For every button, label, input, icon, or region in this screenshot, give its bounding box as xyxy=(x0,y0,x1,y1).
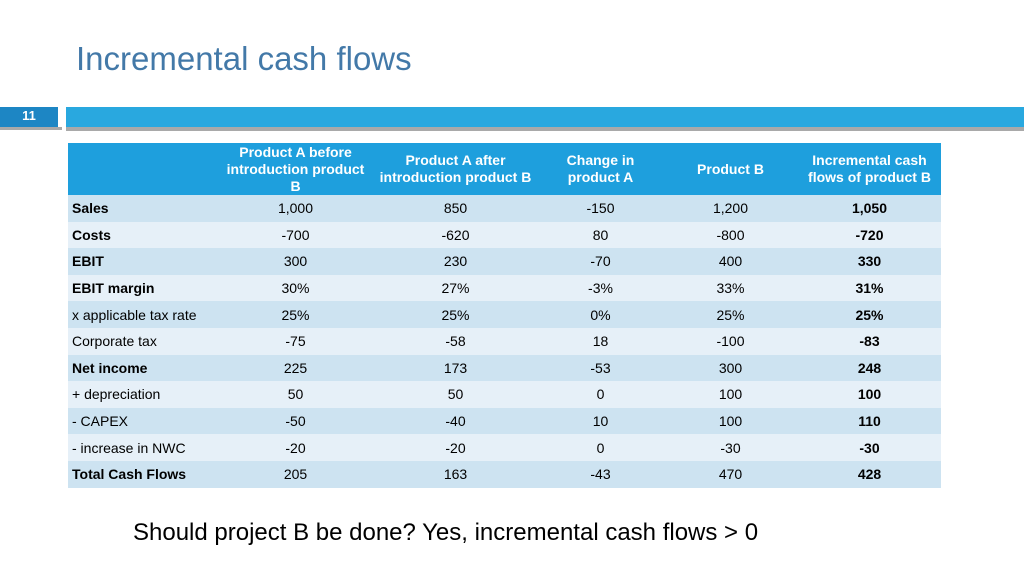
header-cell-product-b: Product B xyxy=(663,143,798,195)
table-row: EBIT 300 230 -70 400 330 xyxy=(68,248,941,275)
table-cell: -40 xyxy=(373,407,538,435)
table-cell: -50 xyxy=(218,407,373,435)
table-cell: 163 xyxy=(373,460,538,488)
row-label: Corporate tax xyxy=(68,327,218,355)
table-row: + depreciation 50 50 0 100 100 xyxy=(68,381,941,408)
table-cell: -20 xyxy=(373,434,538,461)
table-cell: -3% xyxy=(538,274,663,302)
table-cell: -30 xyxy=(663,434,798,461)
table-cell: 27% xyxy=(373,274,538,302)
table-cell: 0 xyxy=(538,434,663,461)
table-cell: -30 xyxy=(798,434,941,461)
slide-number-shadow xyxy=(0,127,62,130)
table-row: - increase in NWC -20 -20 0 -30 -30 xyxy=(68,434,941,461)
table-cell: 80 xyxy=(538,221,663,249)
footer-question: Should project B be done? Yes, increment… xyxy=(133,519,759,546)
row-label: EBIT xyxy=(68,248,218,275)
table-cell: 30% xyxy=(218,274,373,302)
table-header-row: Product A before introduction product B … xyxy=(68,143,941,195)
table-row: x applicable tax rate 25% 25% 0% 25% 25% xyxy=(68,301,941,328)
table-cell: 330 xyxy=(798,248,941,275)
table-cell: -800 xyxy=(663,221,798,249)
table-cell: 31% xyxy=(798,274,941,302)
header-cell-incremental: Incremental cash flows of product B xyxy=(798,143,941,195)
table-cell: 10 xyxy=(538,407,663,435)
table-cell: -100 xyxy=(663,327,798,355)
table-cell: 50 xyxy=(218,381,373,408)
table-cell: -75 xyxy=(218,327,373,355)
row-label: Total Cash Flows xyxy=(68,460,218,488)
table-cell: 230 xyxy=(373,248,538,275)
table-row: Costs -700 -620 80 -800 -720 xyxy=(68,221,941,249)
table-cell: 1,050 xyxy=(798,195,941,222)
table-cell: 25% xyxy=(663,301,798,328)
table-cell: 225 xyxy=(218,354,373,382)
table-cell: 100 xyxy=(663,407,798,435)
table-cell: 173 xyxy=(373,354,538,382)
table-cell: -58 xyxy=(373,327,538,355)
header-divider-shadow xyxy=(66,127,1024,131)
table-cell: -53 xyxy=(538,354,663,382)
table-cell: 400 xyxy=(663,248,798,275)
header-cell-change-product-a: Change in product A xyxy=(538,143,663,195)
table-cell: -620 xyxy=(373,221,538,249)
table-row: Total Cash Flows 205 163 -43 470 428 xyxy=(68,460,941,488)
table-cell: -43 xyxy=(538,460,663,488)
row-label: Costs xyxy=(68,221,218,249)
row-label: EBIT margin xyxy=(68,274,218,302)
header-cell-product-a-after: Product A after introduction product B xyxy=(373,143,538,195)
table-cell: 18 xyxy=(538,327,663,355)
table-cell: 300 xyxy=(218,248,373,275)
row-label: - CAPEX xyxy=(68,407,218,435)
table-row: EBIT margin 30% 27% -3% 33% 31% xyxy=(68,274,941,302)
table-cell: 300 xyxy=(663,354,798,382)
row-label: - increase in NWC xyxy=(68,434,218,461)
slide-title: Incremental cash flows xyxy=(76,40,412,77)
table-cell: -720 xyxy=(798,221,941,249)
row-label: + depreciation xyxy=(68,381,218,408)
table-cell: 25% xyxy=(373,301,538,328)
cash-flow-table: Product A before introduction product B … xyxy=(68,143,941,488)
table-cell: -700 xyxy=(218,221,373,249)
row-label: x applicable tax rate xyxy=(68,301,218,328)
table-cell: 1,200 xyxy=(663,195,798,222)
header-divider-bar xyxy=(66,107,1024,127)
table-cell: -20 xyxy=(218,434,373,461)
slide-number-badge: 11 xyxy=(0,107,58,127)
table-cell: 100 xyxy=(663,381,798,408)
table-row: Net income 225 173 -53 300 248 xyxy=(68,354,941,382)
table-cell: 100 xyxy=(798,381,941,408)
table-cell: 25% xyxy=(798,301,941,328)
header-cell-empty xyxy=(68,143,218,195)
table-row: - CAPEX -50 -40 10 100 110 xyxy=(68,407,941,435)
table-cell: 470 xyxy=(663,460,798,488)
table-cell: 110 xyxy=(798,407,941,435)
table-cell: 0 xyxy=(538,381,663,408)
table-cell: 50 xyxy=(373,381,538,408)
table-cell: 428 xyxy=(798,460,941,488)
table-cell: 33% xyxy=(663,274,798,302)
row-label: Net income xyxy=(68,354,218,382)
header-cell-product-a-before: Product A before introduction product B xyxy=(218,143,373,195)
table-row: Corporate tax -75 -58 18 -100 -83 xyxy=(68,327,941,355)
table-cell: 248 xyxy=(798,354,941,382)
table-cell: 0% xyxy=(538,301,663,328)
table-cell: 205 xyxy=(218,460,373,488)
table-cell: 1,000 xyxy=(218,195,373,222)
table-cell: -83 xyxy=(798,327,941,355)
table-cell: -70 xyxy=(538,248,663,275)
table-row: Sales 1,000 850 -150 1,200 1,050 xyxy=(68,195,941,222)
row-label: Sales xyxy=(68,195,218,222)
table-cell: 25% xyxy=(218,301,373,328)
table-cell: 850 xyxy=(373,195,538,222)
table-cell: -150 xyxy=(538,195,663,222)
